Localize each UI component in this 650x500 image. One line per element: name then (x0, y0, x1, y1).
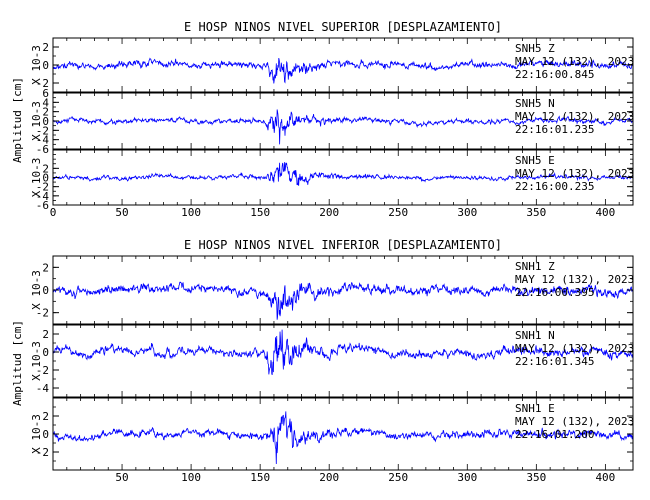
x-tick-label: 200 (319, 206, 339, 219)
scale-label: X 10-3 (30, 101, 43, 141)
scale-label: X 10-3 (30, 45, 43, 85)
x-tick-label: 350 (526, 471, 546, 484)
y-tick-label: 0 (42, 115, 49, 128)
chart-upper-level: E HOSP NINOS NIVEL SUPERIOR [DESPLAZAMIE… (11, 20, 634, 219)
y-tick-label: 2 (42, 106, 49, 119)
chart-title: E HOSP NINOS NIVEL SUPERIOR [DESPLAZAMIE… (184, 20, 502, 34)
y-tick-label: 0 (42, 172, 49, 185)
x-tick-label: 250 (388, 471, 408, 484)
x-tick-label: 150 (250, 471, 270, 484)
x-tick-label: 250 (388, 206, 408, 219)
y-tick-label: -4 (36, 382, 50, 395)
x-tick-label: 400 (595, 206, 615, 219)
date-label: MAY 12 (132), 2023 (515, 273, 634, 286)
y-tick-label: 6 (42, 87, 49, 100)
y-tick-label: 2 (42, 41, 49, 54)
station-label: SNH5 Z (515, 42, 555, 55)
x-tick-label: 0 (50, 206, 57, 219)
scale-label: X 10-3 (30, 158, 43, 198)
y-tick-label: -2 (36, 364, 49, 377)
waveform-trace (53, 411, 633, 464)
station-label: SNH1 Z (515, 260, 555, 273)
x-tick-label: 400 (595, 471, 615, 484)
y-tick-label: 0 (42, 346, 49, 359)
y-tick-label: -2 (36, 307, 49, 320)
y-tick-label: 2 (42, 410, 49, 423)
y-tick-label: 0 (42, 284, 49, 297)
y-axis-label: Amplitud [cm] (11, 320, 24, 406)
y-tick-label: -2 (36, 446, 49, 459)
date-label: MAY 12 (132), 2023 (515, 342, 634, 355)
y-tick-label: 0 (42, 428, 49, 441)
y-tick-label: -6 (36, 199, 49, 212)
chart-title: E HOSP NINOS NIVEL INFERIOR [DESPLAZAMIE… (184, 238, 502, 252)
x-tick-label: 350 (526, 206, 546, 219)
waveform-trace (53, 329, 633, 376)
time-label: 22:16:00.235 (515, 180, 594, 193)
y-tick-label: -2 (36, 124, 49, 137)
scale-label: X 10-3 (30, 270, 43, 310)
y-tick-label: 2 (42, 162, 49, 175)
x-tick-label: 50 (115, 206, 128, 219)
y-tick-label: -2 (36, 181, 49, 194)
date-label: MAY 12 (132), 2023 (515, 167, 634, 180)
x-tick-label: 50 (115, 471, 128, 484)
x-tick-label: 200 (319, 471, 339, 484)
x-tick-label: 100 (181, 206, 201, 219)
date-label: MAY 12 (132), 2023 (515, 55, 634, 68)
time-label: 22:16:01.345 (515, 355, 594, 368)
chart-lower-level: E HOSP NINOS NIVEL INFERIOR [DESPLAZAMIE… (11, 238, 634, 484)
y-tick-label: 0 (42, 59, 49, 72)
x-tick-label: 300 (457, 471, 477, 484)
time-label: 22:16:00.845 (515, 68, 594, 81)
station-label: SNH1 E (515, 402, 555, 415)
y-axis-label: Amplitud [cm] (11, 77, 24, 163)
y-tick-label: 2 (42, 328, 49, 341)
time-label: 22:16:01.200 (515, 428, 594, 441)
y-tick-label: -4 (36, 134, 50, 147)
waveform-trace (53, 281, 633, 320)
station-label: SNH5 E (515, 154, 555, 167)
y-tick-label: 4 (42, 96, 49, 109)
date-label: MAY 12 (132), 2023 (515, 415, 634, 428)
date-label: MAY 12 (132), 2023 (515, 110, 634, 123)
x-tick-label: 100 (181, 471, 201, 484)
time-label: 22:16:00.395 (515, 286, 594, 299)
scale-label: X 10-3 (30, 414, 43, 454)
y-tick-label: -6 (36, 143, 49, 156)
waveform-trace (53, 57, 633, 84)
x-tick-label: 300 (457, 206, 477, 219)
scale-label: X 10-3 (30, 341, 43, 381)
y-tick-label: -4 (36, 190, 50, 203)
x-tick-label: 150 (250, 206, 270, 219)
waveform-trace (53, 162, 633, 186)
y-tick-label: -2 (36, 77, 49, 90)
time-label: 22:16:01.235 (515, 123, 594, 136)
station-label: SNH1 N (515, 329, 555, 342)
waveform-trace (53, 109, 633, 145)
station-label: SNH5 N (515, 97, 555, 110)
y-tick-label: 2 (42, 261, 49, 274)
